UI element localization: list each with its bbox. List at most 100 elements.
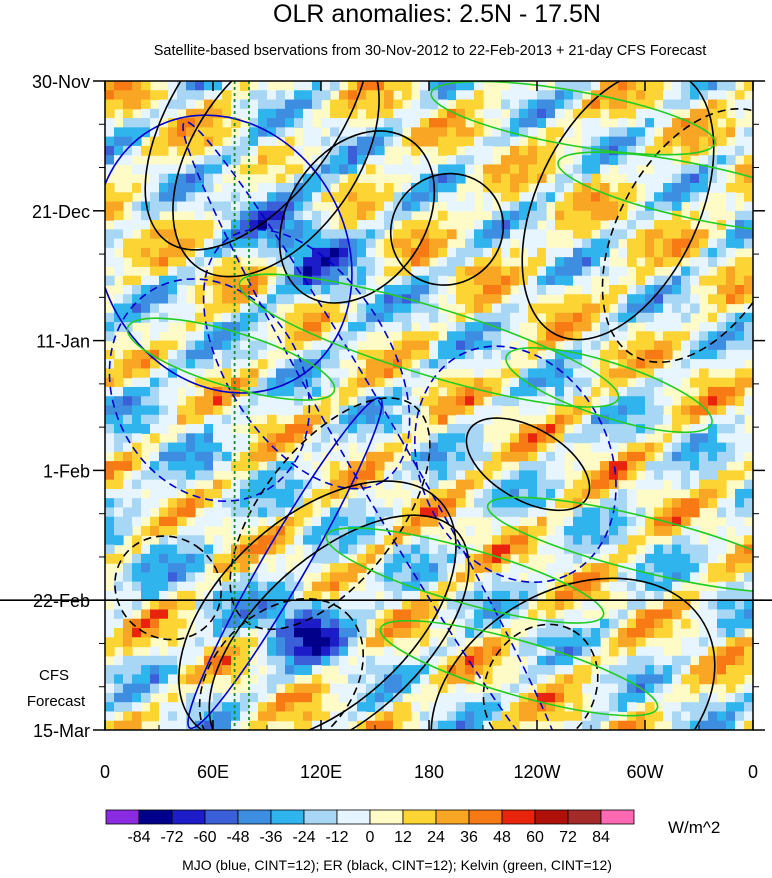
field-cell — [573, 386, 583, 397]
field-cell — [456, 609, 466, 620]
field-cell — [600, 257, 610, 268]
field-cell — [231, 294, 241, 305]
field-cell — [285, 628, 295, 638]
field-cell — [204, 81, 214, 91]
field-cell — [618, 349, 628, 360]
field-cell — [186, 535, 196, 546]
field-cell — [159, 665, 169, 675]
colorbar-tick-label: -84 — [127, 829, 150, 846]
field-cell — [177, 284, 187, 295]
field-cell — [609, 470, 619, 481]
field-cell — [357, 442, 367, 453]
field-cell — [168, 526, 178, 536]
field-cell — [492, 451, 502, 462]
field-cell — [618, 665, 628, 675]
field-cell — [249, 210, 259, 221]
field-cell — [618, 628, 628, 638]
field-cell — [393, 192, 403, 203]
field-cell — [744, 488, 753, 499]
field-cell — [429, 720, 439, 730]
field-cell — [636, 628, 646, 638]
field-cell — [645, 516, 655, 527]
field-cell — [465, 127, 475, 138]
field-cell — [402, 544, 412, 555]
field-cell — [456, 127, 466, 138]
field-cell — [465, 136, 475, 147]
field-cell — [384, 683, 394, 694]
field-cell — [681, 702, 691, 713]
field-cell — [321, 405, 331, 416]
field-cell — [258, 331, 268, 342]
field-cell — [582, 414, 592, 425]
field-cell — [420, 322, 430, 332]
field-cell — [717, 90, 727, 101]
field-cell — [222, 507, 232, 518]
field-cell — [240, 247, 250, 258]
field-cell — [393, 563, 403, 573]
field-cell — [186, 99, 196, 110]
field-cell — [375, 461, 385, 471]
field-cell — [510, 229, 520, 240]
field-cell — [384, 414, 394, 425]
field-cell — [501, 210, 511, 221]
field-cell — [402, 108, 412, 119]
field-cell — [672, 164, 682, 175]
field-cell — [123, 720, 133, 730]
field-cell — [375, 386, 385, 397]
field-cell — [555, 433, 565, 444]
field-cell — [222, 247, 232, 258]
field-cell — [285, 535, 295, 546]
field-cell — [357, 284, 367, 295]
field-cell — [636, 479, 646, 490]
x-tick-label: 0 — [100, 762, 110, 782]
field-cell — [303, 127, 313, 138]
field-cell — [276, 192, 286, 203]
field-cell — [267, 340, 277, 351]
field-cell — [348, 535, 358, 546]
field-cell — [213, 600, 223, 611]
field-cell — [321, 266, 331, 277]
field-cell — [105, 405, 115, 416]
field-cell — [330, 628, 340, 638]
field-cell — [510, 322, 520, 332]
field-cell — [672, 90, 682, 101]
field-cell — [474, 720, 484, 730]
field-cell — [627, 368, 637, 379]
field-cell — [195, 340, 205, 351]
field-cell — [339, 145, 349, 156]
field-cell — [537, 470, 547, 481]
field-cell — [231, 711, 241, 722]
field-cell — [366, 702, 376, 713]
field-cell — [645, 646, 655, 657]
field-cell — [699, 433, 709, 444]
field-cell — [159, 683, 169, 694]
field-cell — [186, 461, 196, 471]
field-cell — [339, 470, 349, 481]
field-cell — [438, 609, 448, 620]
field-cell — [573, 303, 583, 314]
field-cell — [654, 572, 664, 583]
field-cell — [294, 646, 304, 657]
field-cell — [411, 275, 421, 286]
field-cell — [321, 572, 331, 583]
field-cell — [591, 600, 601, 611]
field-cell — [114, 405, 124, 416]
field-cell — [681, 655, 691, 666]
field-cell — [231, 516, 241, 527]
field-cell — [267, 461, 277, 471]
field-cell — [312, 451, 322, 462]
field-cell — [663, 544, 673, 555]
field-cell — [357, 192, 367, 203]
field-cell — [672, 118, 682, 128]
field-cell — [159, 618, 169, 629]
field-cell — [636, 210, 646, 221]
field-cell — [645, 702, 655, 713]
field-cell — [618, 414, 628, 425]
field-cell — [582, 136, 592, 147]
field-cell — [501, 470, 511, 481]
field-cell — [438, 81, 448, 91]
field-cell — [186, 331, 196, 342]
field-cell — [690, 303, 700, 314]
field-cell — [537, 284, 547, 295]
field-cell — [222, 563, 232, 573]
